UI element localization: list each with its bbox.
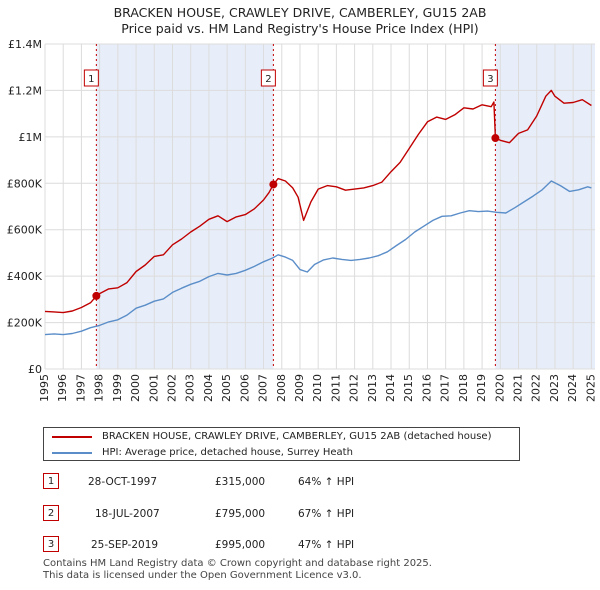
- legend-swatch-hpi: [52, 452, 92, 454]
- y-tick-label: £0: [28, 363, 42, 376]
- sale-price: £995,000: [215, 539, 266, 551]
- legend-swatch-property: [52, 436, 92, 438]
- legend-label-property: BRACKEN HOUSE, CRAWLEY DRIVE, CAMBERLEY,…: [102, 431, 492, 442]
- footer-line2: This data is licensed under the Open Gov…: [43, 570, 362, 581]
- footer-line1: Contains HM Land Registry data © Crown c…: [43, 558, 432, 569]
- x-tick-label: 2004: [202, 374, 215, 402]
- x-tick-label: 2020: [493, 374, 506, 402]
- x-tick-label: 2007: [257, 374, 270, 402]
- sale-hpi: 47% ↑ HPI: [298, 539, 355, 551]
- y-tick-label: £600K: [7, 224, 43, 237]
- sale-point: [269, 180, 278, 189]
- sale-number: 2: [43, 505, 59, 521]
- x-tick-label: 2024: [566, 374, 579, 402]
- x-tick-label: 2014: [384, 374, 397, 402]
- x-tick-label: 2018: [457, 374, 470, 402]
- x-tick-label: 2011: [329, 374, 342, 402]
- x-tick-label: 2021: [512, 374, 525, 402]
- sale-date: 25-SEP-2019: [91, 539, 159, 551]
- x-tick-label: 2009: [293, 374, 306, 402]
- sale-date: 28-OCT-1997: [88, 476, 157, 488]
- footer-notice: Contains HM Land Registry data © Crown c…: [43, 558, 563, 582]
- sale-marker-box: [482, 69, 498, 87]
- sale-marker-label: 3: [487, 74, 493, 85]
- x-tick-label: 2019: [475, 374, 488, 402]
- y-tick-label: £800K: [7, 177, 43, 190]
- series-line: [44, 89, 592, 314]
- x-tick-label: 2022: [530, 374, 543, 402]
- x-tick-label: 2001: [147, 374, 160, 402]
- x-tick-label: 1998: [93, 374, 106, 402]
- y-tick-label: £400K: [7, 270, 43, 283]
- sale-point: [491, 134, 500, 143]
- sale-price: £795,000: [215, 508, 266, 520]
- shaded-period: [96, 44, 274, 369]
- sale-date: 18-JUL-2007: [95, 508, 160, 520]
- x-tick-label: 2002: [165, 374, 178, 402]
- sale-hpi: 64% ↑ HPI: [298, 476, 355, 488]
- sale-price: £315,000: [215, 476, 266, 488]
- sale-number: 1: [43, 473, 59, 489]
- price-chart: 1 2 3 £0 £200K £400K £600K £800K £1M £1.2M £1.4M 19…: [7, 38, 598, 402]
- x-tick-label: 2013: [366, 374, 379, 402]
- x-tick-label: 1997: [74, 374, 87, 402]
- x-tick-label: 2015: [402, 374, 415, 402]
- sale-marker-label: 1: [88, 74, 94, 85]
- sale-point: [92, 291, 101, 300]
- x-tick-label: 2003: [184, 374, 197, 402]
- x-tick-label: 1996: [56, 374, 69, 402]
- x-tick-label: 2010: [311, 374, 324, 402]
- sale-marker-box: [260, 69, 276, 87]
- y-tick-label: £1.4M: [8, 38, 42, 51]
- sale-marker-label: 2: [265, 74, 271, 85]
- y-tick-label: £1.2M: [8, 84, 42, 97]
- chart-legend: BRACKEN HOUSE, CRAWLEY DRIVE, CAMBERLEY,…: [43, 427, 520, 461]
- x-tick-label: 2017: [439, 374, 452, 402]
- x-tick-label: 2006: [238, 374, 251, 402]
- x-tick-label: 1999: [111, 374, 124, 402]
- x-tick-label: 2000: [129, 374, 142, 402]
- x-tick-label: 2025: [584, 374, 597, 402]
- x-tick-label: 2005: [220, 374, 233, 402]
- sale-number: 3: [43, 536, 59, 552]
- x-tick-label: 2012: [348, 374, 361, 402]
- x-tick-label: 1995: [38, 374, 51, 402]
- shaded-period: [495, 44, 595, 369]
- x-tick-label: 2023: [548, 374, 561, 402]
- y-tick-label: £200K: [7, 317, 43, 330]
- chart-title-line2: Price paid vs. HM Land Registry's House …: [121, 21, 479, 36]
- y-tick-label: £1M: [19, 131, 43, 144]
- legend-label-hpi: HPI: Average price, detached house, Surr…: [102, 447, 353, 458]
- x-tick-label: 2008: [275, 374, 288, 402]
- chart-title-line1: BRACKEN HOUSE, CRAWLEY DRIVE, CAMBERLEY,…: [113, 5, 487, 20]
- x-tick-label: 2016: [420, 374, 433, 402]
- sale-marker-box: [83, 69, 99, 87]
- series-line: [44, 180, 592, 336]
- sale-hpi: 67% ↑ HPI: [298, 508, 355, 520]
